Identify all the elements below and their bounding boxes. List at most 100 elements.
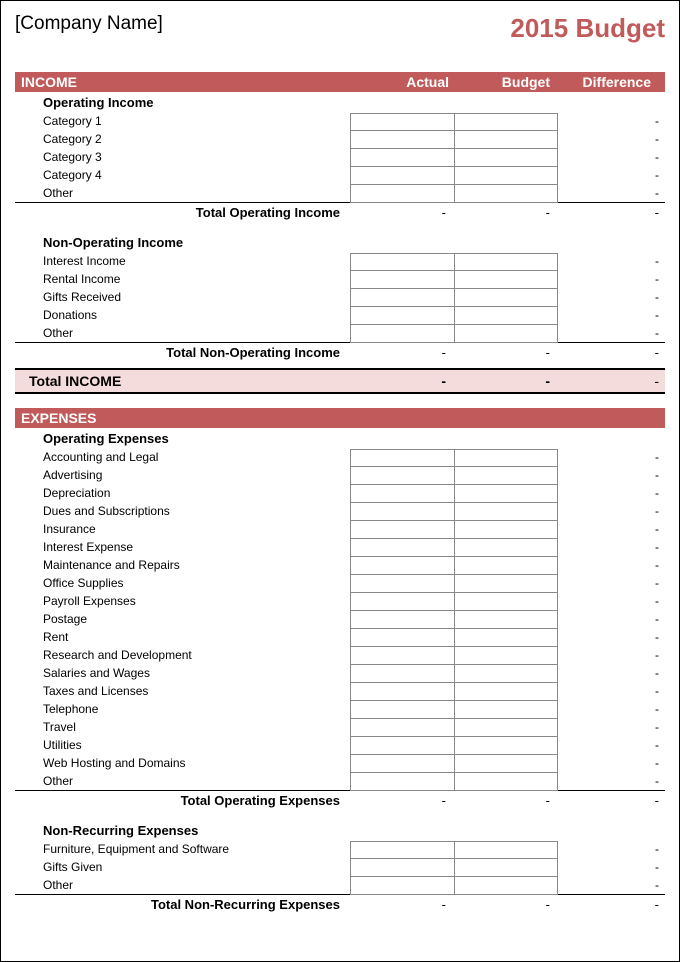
cell-budget[interactable] [454,467,558,485]
line-item-row: Other- [15,325,665,343]
cell-actual[interactable] [350,683,454,701]
cell-actual[interactable] [350,593,454,611]
cell-actual[interactable] [350,113,454,131]
cell-actual[interactable] [350,841,454,859]
operating-expenses-title: Operating Expenses [15,428,665,449]
cell-budget[interactable] [454,737,558,755]
cell-actual[interactable] [350,325,454,343]
cell-budget[interactable] [454,773,558,791]
cell-actual[interactable] [350,253,454,271]
line-item-label: Rental Income [15,271,350,289]
cell-actual[interactable] [350,185,454,203]
line-item-label: Furniture, Equipment and Software [15,841,350,859]
cell-actual[interactable] [350,307,454,325]
line-item-row: Other- [15,773,665,791]
cell-actual[interactable] [350,467,454,485]
cell-budget[interactable] [454,167,558,185]
line-item-label: Category 1 [15,113,350,131]
cell-budget[interactable] [454,701,558,719]
line-item-row: Dues and Subscriptions- [15,503,665,521]
cell-budget[interactable] [454,307,558,325]
cell-difference: - [558,539,665,557]
cell-actual[interactable] [350,557,454,575]
line-item-row: Gifts Given- [15,859,665,877]
cell-budget[interactable] [454,575,558,593]
cell-actual[interactable] [350,665,454,683]
line-item-label: Salaries and Wages [15,665,350,683]
cell-budget[interactable] [454,877,558,895]
cell-budget[interactable] [454,449,558,467]
cell-budget[interactable] [454,113,558,131]
cell-budget[interactable] [454,503,558,521]
cell-actual[interactable] [350,719,454,737]
income-section-title: INCOME [21,74,356,90]
non-operating-income-title: Non-Operating Income [15,232,665,253]
col-budget: Budget [457,74,558,90]
cell-budget[interactable] [454,539,558,557]
line-item-row: Utilities- [15,737,665,755]
cell-actual[interactable] [350,503,454,521]
cell-budget[interactable] [454,859,558,877]
cell-budget[interactable] [454,611,558,629]
cell-budget[interactable] [454,149,558,167]
cell-budget[interactable] [454,325,558,343]
cell-actual[interactable] [350,629,454,647]
cell-budget[interactable] [454,629,558,647]
cell-budget[interactable] [454,521,558,539]
cell-budget[interactable] [454,719,558,737]
cell-budget[interactable] [454,185,558,203]
cell-actual[interactable] [350,755,454,773]
cell-actual[interactable] [350,701,454,719]
cell-budget[interactable] [454,683,558,701]
line-item-label: Depreciation [15,485,350,503]
cell-actual[interactable] [350,611,454,629]
operating-income-title: Operating Income [15,92,665,113]
line-item-row: Travel- [15,719,665,737]
cell-actual[interactable] [350,539,454,557]
cell-budget[interactable] [454,593,558,611]
cell-actual[interactable] [350,859,454,877]
cell-budget[interactable] [454,131,558,149]
cell-actual[interactable] [350,737,454,755]
cell-budget[interactable] [454,289,558,307]
line-item-row: Rental Income- [15,271,665,289]
line-item-row: Advertising- [15,467,665,485]
line-item-label: Research and Development [15,647,350,665]
cell-actual[interactable] [350,131,454,149]
total-actual: - [350,205,454,220]
cell-actual[interactable] [350,289,454,307]
cell-difference: - [558,647,665,665]
cell-actual[interactable] [350,575,454,593]
cell-difference: - [558,289,665,307]
cell-difference: - [558,131,665,149]
cell-budget[interactable] [454,485,558,503]
cell-difference: - [558,719,665,737]
cell-actual[interactable] [350,521,454,539]
cell-budget[interactable] [454,271,558,289]
line-item-label: Telephone [15,701,350,719]
line-item-row: Postage- [15,611,665,629]
line-item-label: Payroll Expenses [15,593,350,611]
total-actual: - [350,345,454,360]
line-item-row: Furniture, Equipment and Software - [15,841,665,859]
cell-actual[interactable] [350,149,454,167]
cell-actual[interactable] [350,449,454,467]
cell-budget[interactable] [454,253,558,271]
cell-actual[interactable] [350,773,454,791]
cell-actual[interactable] [350,271,454,289]
line-item-label: Category 3 [15,149,350,167]
cell-budget[interactable] [454,557,558,575]
total-actual: - [350,793,454,808]
page-title: 2015 Budget [510,13,665,44]
cell-actual[interactable] [350,647,454,665]
cell-actual[interactable] [350,485,454,503]
cell-budget[interactable] [454,647,558,665]
cell-difference: - [558,877,665,895]
cell-budget[interactable] [454,665,558,683]
cell-difference: - [558,841,665,859]
cell-actual[interactable] [350,167,454,185]
cell-budget[interactable] [454,841,558,859]
cell-difference: - [558,611,665,629]
cell-actual[interactable] [350,877,454,895]
cell-budget[interactable] [454,755,558,773]
